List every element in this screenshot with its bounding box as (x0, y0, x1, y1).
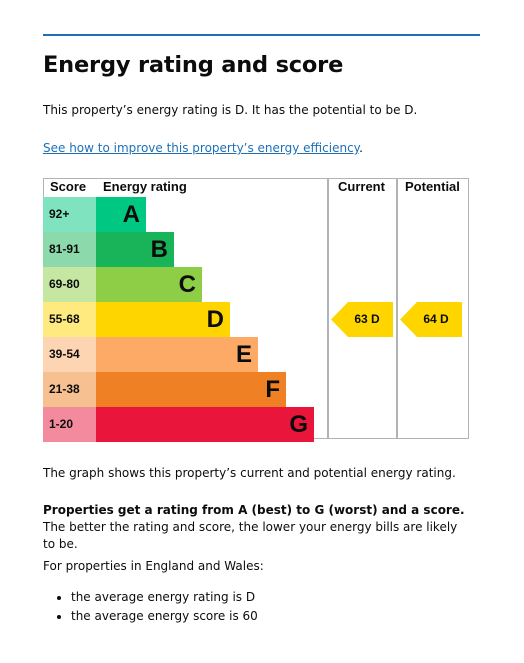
list-item: the average energy score is 60 (71, 607, 258, 626)
page-title: Energy rating and score (43, 52, 344, 78)
band-letter: A (122, 201, 140, 228)
region-intro: For properties in England and Wales: (43, 559, 264, 573)
rating-explanation: Properties get a rating from A (best) to… (43, 502, 473, 553)
potential-header: Potential (405, 179, 460, 194)
band-letter: B (150, 236, 168, 263)
band-bar-c: C (96, 267, 202, 302)
current-rating-label: 63 D (354, 312, 380, 326)
improve-efficiency-link[interactable]: See how to improve this property’s energ… (43, 141, 360, 155)
list-item: the average energy rating is D (71, 588, 258, 607)
link-suffix: . (359, 141, 363, 155)
graph-description: The graph shows this property’s current … (43, 466, 456, 480)
band-score-range: 39-54 (43, 337, 96, 372)
band-score-range: 1-20 (43, 407, 96, 442)
band-letter: G (289, 411, 308, 438)
band-score-range: 81-91 (43, 232, 96, 267)
band-score-range: 55-68 (43, 302, 96, 337)
band-letter: C (178, 271, 196, 298)
rating-explanation-rest: The better the rating and score, the low… (43, 520, 458, 551)
potential-column-frame (396, 178, 469, 439)
band-bar-d: D (96, 302, 230, 337)
band-bar-a: A (96, 197, 146, 232)
band-score-range: 21-38 (43, 372, 96, 407)
score-header: Score (50, 179, 87, 194)
section-top-border (43, 34, 480, 36)
energy-rating-chart: Score Energy rating Current Potential 92… (43, 178, 469, 442)
improve-link-line: See how to improve this property’s energ… (43, 141, 363, 155)
band-bar-e: E (96, 337, 258, 372)
average-stats-list: the average energy rating is D the avera… (43, 588, 258, 626)
band-letter: F (265, 376, 280, 403)
band-bar-g: G (96, 407, 314, 442)
band-bar-b: B (96, 232, 174, 267)
rating-explanation-bold: Properties get a rating from A (best) to… (43, 503, 465, 517)
current-column-frame (327, 178, 398, 439)
rating-summary: This property’s energy rating is D. It h… (43, 103, 418, 117)
band-bar-f: F (96, 372, 286, 407)
band-score-range: 69-80 (43, 267, 96, 302)
energy-rating-header: Energy rating (103, 179, 187, 194)
current-header: Current (338, 179, 385, 194)
potential-rating-label: 64 D (423, 312, 449, 326)
band-letter: D (206, 306, 224, 333)
band-letter: E (235, 341, 252, 368)
band-score-range: 92+ (43, 197, 96, 232)
